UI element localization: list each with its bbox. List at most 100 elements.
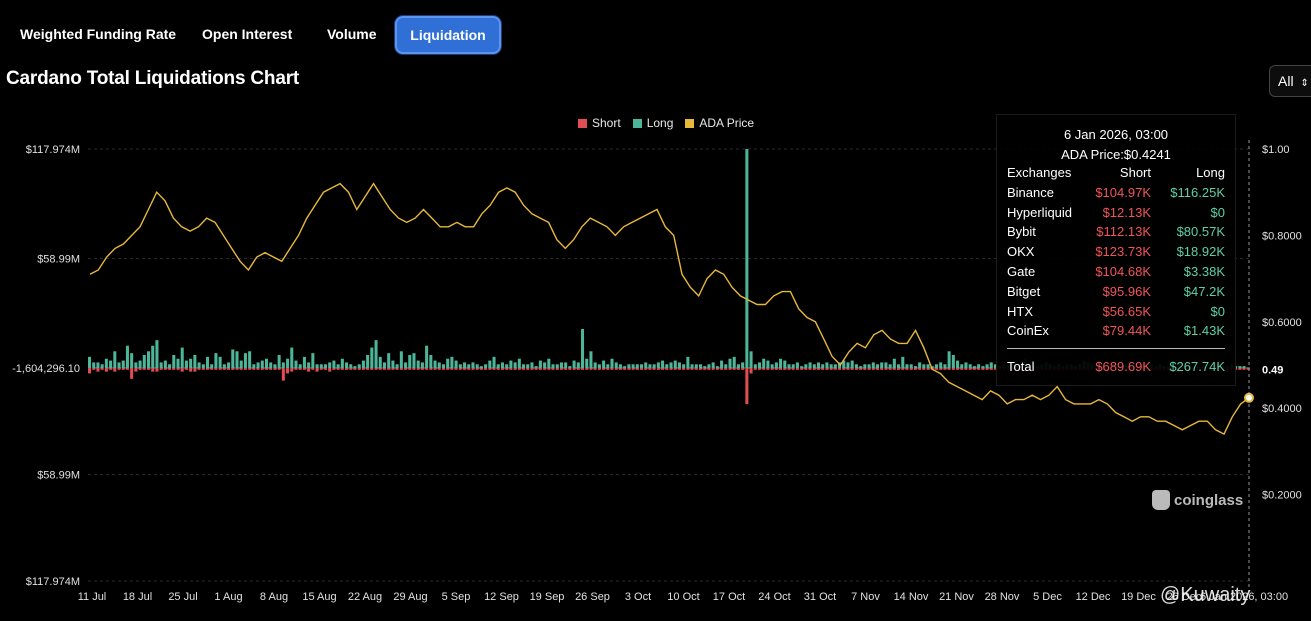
short-bar (387, 368, 391, 370)
long-bar (884, 362, 888, 368)
short-bar (652, 368, 656, 370)
long-bar (989, 362, 993, 368)
right-tick-label: $0.4000 (1262, 403, 1302, 415)
ada-price-line (89, 182, 1250, 436)
x-tick-label: 12 Sep (484, 591, 519, 603)
short-bar (871, 368, 875, 370)
tooltip-exchange: Binance (1007, 184, 1054, 200)
long-bar (353, 366, 357, 368)
tab-liquidation[interactable]: Liquidation (395, 16, 501, 54)
short-bar (686, 368, 690, 370)
short-bar (762, 368, 766, 370)
long-bar (345, 362, 349, 368)
long-bar (307, 362, 311, 368)
tab-volume[interactable]: Volume (327, 26, 377, 42)
long-bar (960, 364, 964, 368)
short-bar (530, 368, 534, 370)
x-tick-label-current: 6 Jan 2026, 03:00 (1200, 591, 1288, 603)
tooltip-total-row: Total $689.69K $267.74K (1007, 357, 1225, 377)
short-bar (416, 368, 420, 370)
short-bar (100, 368, 104, 370)
short-bar (804, 368, 808, 370)
long-bar (665, 364, 669, 368)
long-bar (677, 362, 681, 368)
tooltip-long: $116.25K (1170, 184, 1225, 200)
short-bar (648, 368, 652, 370)
long-bar (956, 360, 960, 368)
long-bar (357, 364, 361, 368)
short-bar (353, 368, 357, 370)
long-bar (581, 329, 585, 368)
long-bar (488, 360, 492, 368)
long-bar (589, 351, 593, 368)
legend-price[interactable]: ADA Price (685, 116, 754, 130)
tab-open-interest[interactable]: Open Interest (202, 26, 293, 42)
short-bar (770, 368, 774, 370)
long-bar (791, 364, 795, 368)
short-bar (943, 368, 947, 370)
long-bar (248, 351, 252, 368)
long-bar (429, 355, 433, 368)
long-bar (610, 358, 614, 368)
right-tick-label: $0.2000 (1262, 490, 1302, 502)
long-bar (833, 364, 837, 368)
short-bar (627, 368, 631, 370)
long-bar (109, 360, 113, 368)
long-bar (981, 366, 985, 368)
short-bar (332, 368, 336, 370)
long-bar (197, 362, 201, 368)
long-bar (231, 349, 235, 368)
long-bar (593, 362, 597, 368)
short-bar (172, 368, 176, 370)
x-tick-label: 1 Aug (214, 591, 242, 603)
short-bar (968, 368, 972, 370)
long-bar (568, 366, 572, 368)
short-bar (1242, 368, 1246, 370)
legend-long[interactable]: Long (632, 116, 673, 130)
long-bar (770, 364, 774, 368)
price-marker-dot (1244, 392, 1254, 403)
short-bar (205, 368, 210, 370)
short-bar (665, 368, 669, 370)
long-bar (437, 362, 441, 368)
x-tick-label: 17 Oct (713, 591, 745, 603)
long-bar (623, 366, 627, 368)
long-bar (180, 347, 184, 368)
short-bar (534, 368, 538, 370)
long-bar (273, 364, 277, 368)
tab-weighted-funding-rate[interactable]: Weighted Funding Rate (20, 26, 177, 42)
long-bar (269, 362, 273, 368)
short-bar (113, 368, 117, 372)
long-bar (985, 364, 989, 368)
long-bar (441, 364, 445, 368)
short-bar (458, 368, 462, 370)
range-select[interactable]: All ⇕ (1269, 65, 1311, 97)
long-bar (698, 364, 703, 368)
short-bar (825, 368, 829, 370)
short-bar (370, 368, 374, 370)
short-bar (176, 368, 180, 370)
long-bar (479, 366, 483, 368)
short-bar (715, 368, 719, 370)
tooltip-price: ADA Price:$0.4241 (1061, 147, 1171, 162)
long-bar (880, 362, 884, 368)
short-bar (812, 368, 816, 370)
short-bar (581, 368, 585, 370)
long-bar (838, 362, 842, 368)
long-bar (298, 364, 302, 368)
tooltip-exchange: Gate (1007, 263, 1036, 279)
legend-short[interactable]: Short (578, 116, 621, 130)
long-bar (184, 360, 188, 368)
short-bar (450, 368, 454, 370)
long-bar (189, 358, 193, 368)
short-bar (404, 368, 408, 370)
long-bar (218, 356, 222, 368)
short-bar (703, 368, 707, 370)
long-bar (597, 364, 601, 368)
short-bar (180, 368, 184, 372)
short-bar (791, 368, 795, 370)
short-bar (290, 368, 294, 372)
x-tick-label: 28 Nov (985, 591, 1020, 603)
tooltip-short: $95.96K (1102, 283, 1151, 299)
long-bar (328, 362, 332, 368)
